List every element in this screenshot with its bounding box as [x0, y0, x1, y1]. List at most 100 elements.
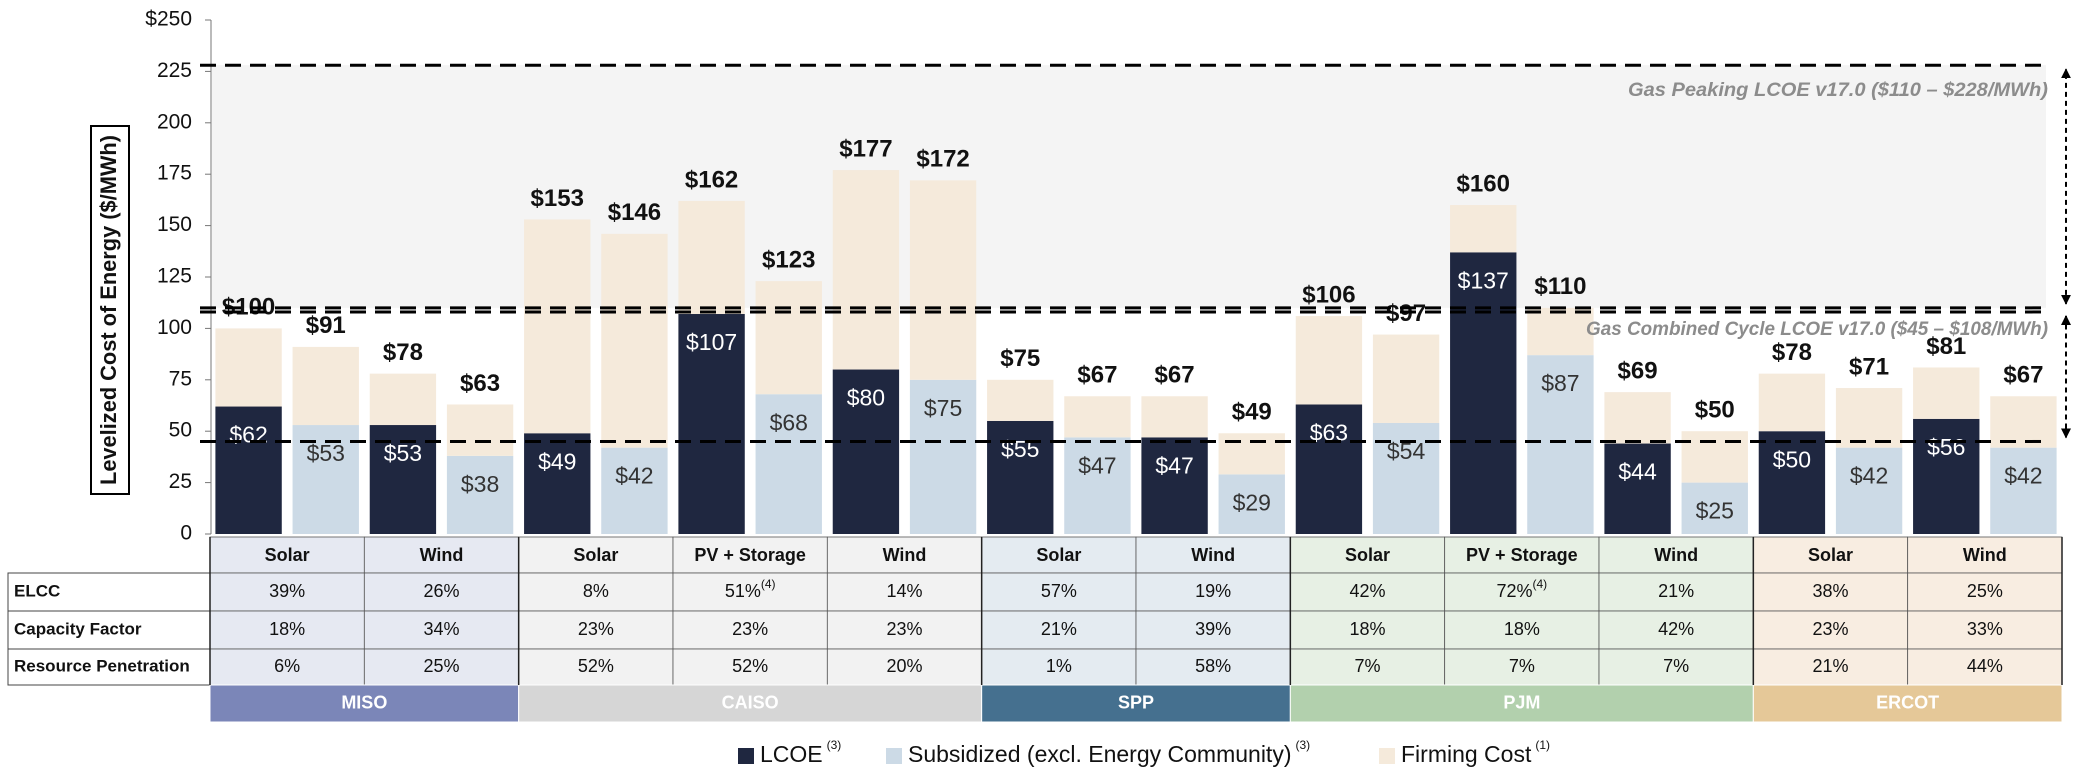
bar-total-label: $91 [306, 312, 346, 339]
bar-segment [1681, 431, 1748, 483]
table-value-text: 26% [423, 581, 459, 601]
region-label: ERCOT [1876, 692, 1939, 712]
bar-value-label: $87 [1541, 370, 1579, 396]
row-label: Capacity Factor [14, 619, 142, 638]
table-cell [1135, 536, 1291, 574]
bar-segment [1758, 373, 1826, 432]
bar-total-label: $110 [1534, 273, 1586, 300]
table-cell [981, 648, 1137, 686]
table-cell [1907, 610, 2063, 650]
table-value: 14% [886, 581, 922, 601]
bar-total-label: $50 [1695, 397, 1735, 424]
reference-band-fill [212, 65, 2046, 308]
table-cell [1907, 536, 2063, 574]
table-cell [209, 536, 365, 574]
bar-segment [1141, 396, 1208, 438]
region-band [981, 684, 1291, 723]
table-value-text: 58% [1195, 656, 1231, 676]
column-header: Solar [1345, 545, 1390, 565]
legend-text: LCOE [760, 741, 823, 767]
table-value-text: 34% [423, 619, 459, 639]
table-cell [1598, 648, 1754, 686]
bar-segment [1218, 474, 1285, 534]
bar-value-label: $75 [924, 395, 962, 421]
bar-value-label: $49 [538, 448, 576, 474]
y-tick-label: 150 [157, 213, 192, 236]
table-value-text: 23% [886, 619, 922, 639]
table-cell [1444, 572, 1600, 612]
table-cell [672, 572, 828, 612]
table-cell [826, 536, 983, 574]
column-header: Solar [1036, 545, 1081, 565]
table-value-text: 72% [1496, 581, 1532, 601]
table-value-text: 25% [423, 656, 459, 676]
bar-segment [369, 425, 437, 534]
table-value-text: 23% [732, 619, 768, 639]
table-value: 21% [1812, 656, 1848, 676]
bar-total-label: $49 [1232, 399, 1272, 426]
bar-segment [369, 373, 437, 426]
region-band [1289, 684, 1754, 723]
y-tick-label: $250 [145, 8, 192, 31]
row-label-cell [7, 648, 211, 686]
table-value: 1% [1046, 656, 1072, 676]
bar-segment [1064, 396, 1131, 438]
bar-value-label: $47 [1155, 452, 1193, 478]
column-header: Wind [883, 545, 927, 565]
region-label: CAISO [722, 692, 779, 712]
bar-value-label: $107 [686, 329, 737, 355]
row-label: ELCC [14, 581, 60, 600]
bar-total-label: $69 [1618, 357, 1658, 384]
row-label: Resource Penetration [14, 656, 190, 675]
table-value-text: 19% [1195, 581, 1231, 601]
y-tick-label: 200 [157, 110, 192, 133]
region-band [1752, 684, 2063, 723]
table-value: 6% [274, 656, 300, 676]
bar-segment [987, 379, 1054, 421]
table-value-text: 52% [578, 656, 614, 676]
bar-value-label: $137 [1458, 267, 1509, 293]
table-value: 39% [269, 581, 305, 601]
column-header: Solar [573, 545, 618, 565]
bar-value-label: $25 [1696, 498, 1734, 524]
bar-value-label: $55 [1001, 436, 1039, 462]
bar-value-label: $53 [307, 440, 345, 466]
table-value: 42% [1658, 619, 1694, 639]
table-cell [826, 572, 983, 612]
region-band [518, 684, 983, 723]
table-value-text: 21% [1041, 619, 1077, 639]
table-cell [1289, 536, 1446, 574]
bar-segment [524, 433, 591, 534]
table-cell [1289, 610, 1446, 650]
table-value: 23% [732, 619, 768, 639]
legend-swatch [738, 748, 754, 764]
region-label: PJM [1503, 692, 1540, 712]
bar-segment [1064, 437, 1131, 534]
table-value-text: 23% [1812, 619, 1848, 639]
column-header: Wind [420, 545, 464, 565]
table-value: 7% [1354, 656, 1380, 676]
region-label: SPP [1118, 692, 1154, 712]
legend-label: Firming Cost (1) [1401, 738, 1550, 767]
bar-segment [1218, 433, 1285, 475]
table-value: 34% [423, 619, 459, 639]
y-tick-label: 125 [157, 265, 192, 288]
table-value-text: 18% [269, 619, 305, 639]
bar-value-label: $42 [1850, 463, 1888, 489]
bar-total-label: $162 [685, 166, 738, 193]
bar-segment [292, 425, 359, 534]
bar-total-label: $67 [1155, 362, 1195, 389]
table-cell [1135, 648, 1291, 686]
bar-total-label: $177 [839, 135, 892, 162]
table-value: 19% [1195, 581, 1231, 601]
bar-total-label: $71 [1849, 353, 1889, 380]
bar-segment [1141, 437, 1208, 534]
table-value: 23% [886, 619, 922, 639]
bar-total-label: $160 [1457, 170, 1510, 197]
table-value-text: 44% [1967, 656, 2003, 676]
y-tick-label: 100 [157, 316, 192, 339]
table-value-text: 42% [1658, 619, 1694, 639]
table-value-text: 33% [1967, 619, 2003, 639]
table-value: 39% [1195, 619, 1231, 639]
